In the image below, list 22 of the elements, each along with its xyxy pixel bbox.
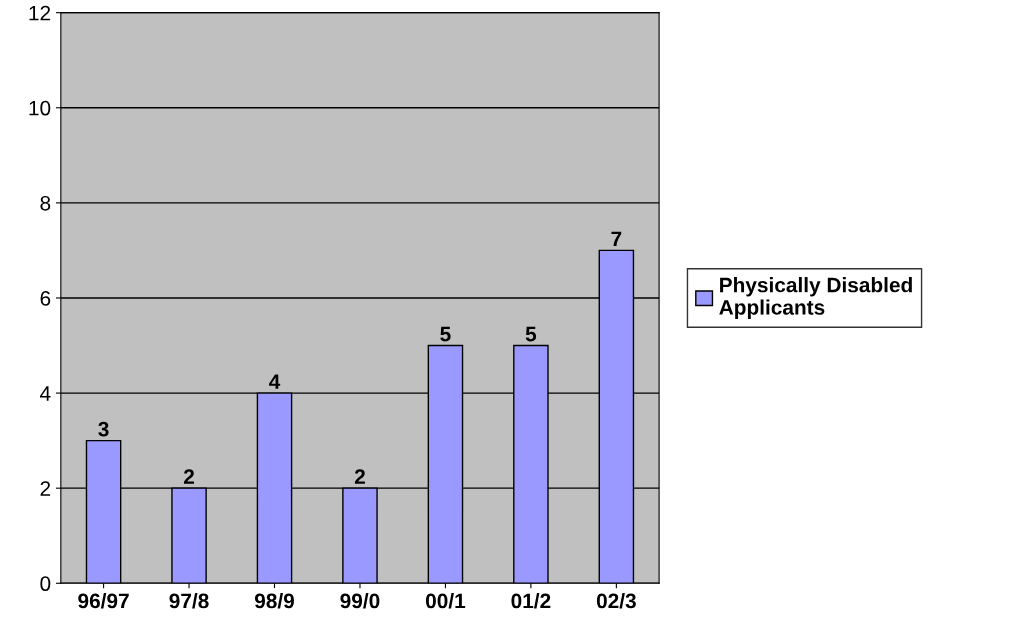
y-tick-label: 0	[40, 576, 51, 592]
y-tick-label: 12	[29, 5, 51, 21]
x-tick-label: 00/1	[425, 593, 466, 609]
legend-label: Physically Disabled Applicants	[719, 277, 912, 319]
data-label: 4	[269, 374, 281, 389]
x-tick-label: 98/9	[254, 593, 295, 609]
x-tick-label: 01/2	[511, 593, 551, 609]
y-tick-label: 6	[40, 290, 51, 306]
x-tick-label: 97/8	[169, 593, 209, 609]
data-label: 5	[440, 326, 451, 342]
y-tick-label: 4	[40, 386, 51, 401]
data-label: 2	[354, 469, 365, 484]
data-label: 5	[525, 326, 537, 342]
data-label: 3	[98, 421, 109, 437]
x-tick-label: 96/97	[78, 593, 129, 609]
y-tick-label: 10	[29, 100, 51, 116]
y-tick-label: 8	[40, 195, 51, 211]
x-tick-label: 99/0	[340, 593, 380, 609]
data-label: 7	[611, 231, 622, 247]
x-tick-label: 02/3	[596, 593, 636, 609]
data-label: 2	[183, 469, 194, 484]
y-tick-label: 2	[40, 481, 51, 496]
